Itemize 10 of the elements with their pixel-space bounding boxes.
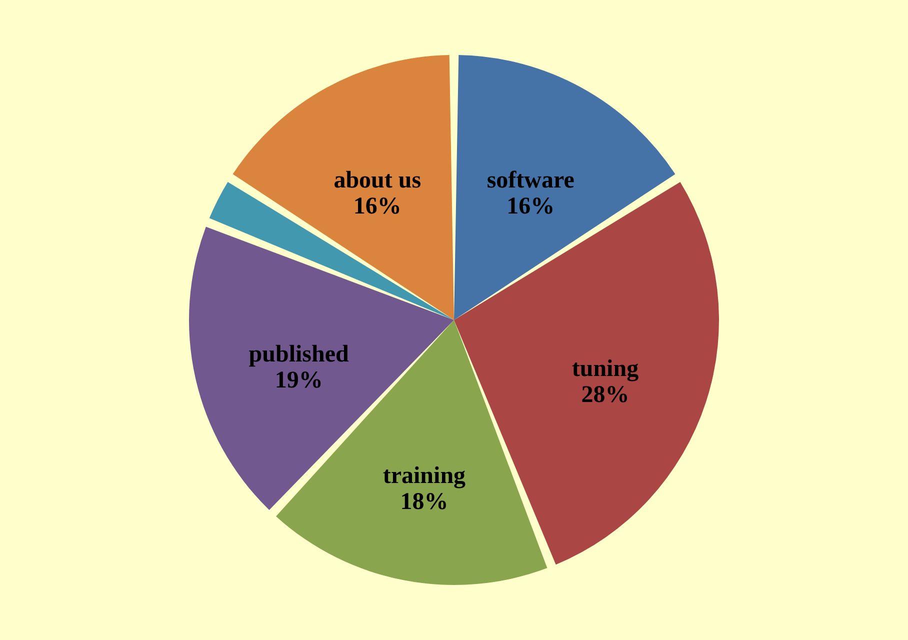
slice-label: software [486, 168, 575, 194]
data-label: 18% [400, 489, 448, 516]
slice-label: training [382, 463, 466, 490]
slice-label: published [248, 342, 350, 368]
data-label: 28% [581, 382, 630, 408]
slice-label: about us [334, 168, 422, 194]
data-label: 19% [274, 368, 323, 394]
slice-label: tuning [572, 356, 639, 382]
data-label: 16% [353, 194, 402, 220]
data-label: 16% [506, 194, 555, 220]
